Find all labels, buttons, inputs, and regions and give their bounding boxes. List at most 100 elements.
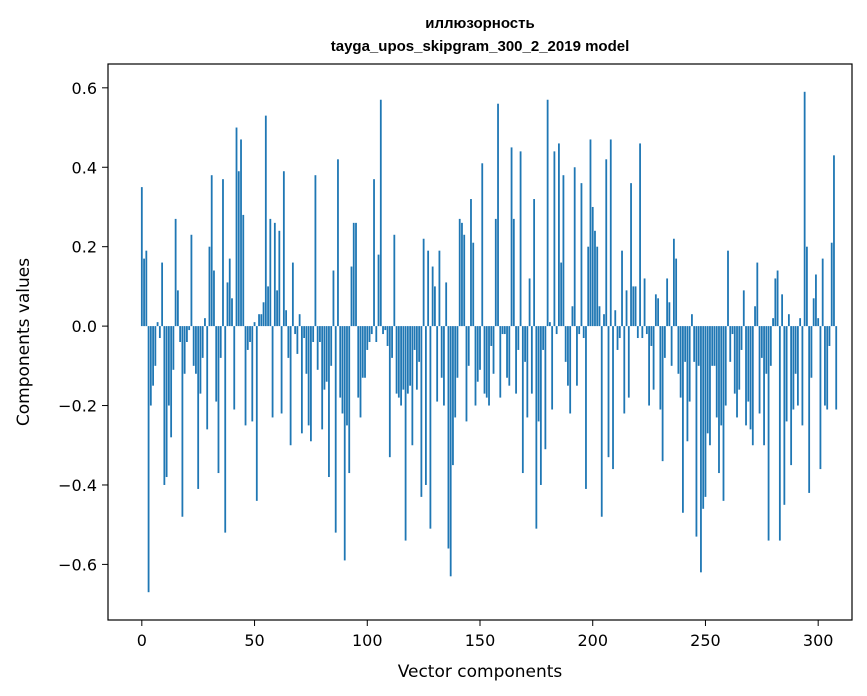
bar <box>458 218 461 327</box>
bar <box>544 326 547 450</box>
bar <box>799 318 802 327</box>
bar <box>476 326 479 382</box>
bar <box>181 326 184 517</box>
bar <box>434 286 436 327</box>
bar <box>255 326 258 501</box>
bar <box>781 294 784 327</box>
bar <box>558 143 560 327</box>
bar <box>418 326 421 362</box>
bar <box>785 326 788 422</box>
bar <box>199 326 202 394</box>
bar <box>386 326 389 346</box>
bar <box>657 298 660 327</box>
bar <box>167 326 170 406</box>
bar <box>684 326 687 362</box>
bar <box>650 326 653 346</box>
bar <box>411 326 414 446</box>
bar <box>499 326 502 398</box>
bar <box>305 326 308 374</box>
bar <box>321 326 324 430</box>
bar <box>508 326 511 386</box>
bar <box>240 139 242 327</box>
x-axis-label: Vector components <box>398 662 563 682</box>
bar <box>506 326 508 378</box>
bar <box>188 326 191 331</box>
bar <box>510 147 513 327</box>
bar <box>296 326 299 354</box>
bar <box>663 326 666 358</box>
bar <box>603 314 605 327</box>
y-tick-label: 0.4 <box>72 158 97 177</box>
bar <box>233 326 236 410</box>
bar <box>738 326 741 390</box>
bar <box>436 326 439 402</box>
bar <box>691 314 693 327</box>
bar <box>156 322 159 327</box>
bar <box>258 314 260 327</box>
bar <box>625 290 628 327</box>
bar <box>636 326 639 339</box>
bar <box>810 326 813 378</box>
bar <box>470 199 472 327</box>
bar <box>828 326 831 346</box>
bar <box>217 326 220 474</box>
bar <box>729 326 732 362</box>
bar <box>481 163 484 327</box>
bar <box>618 326 621 339</box>
bar <box>370 326 373 335</box>
bar <box>472 242 475 327</box>
bar <box>539 326 542 485</box>
bar <box>424 326 427 485</box>
bar <box>621 250 623 327</box>
bar <box>763 326 765 446</box>
bar <box>415 326 418 390</box>
bar <box>521 326 524 474</box>
bar <box>332 270 335 327</box>
bar <box>343 326 346 561</box>
bar <box>452 326 454 466</box>
bar <box>679 326 682 398</box>
bar <box>149 326 152 406</box>
bar <box>359 326 362 418</box>
bar <box>325 326 328 382</box>
bar <box>314 175 317 327</box>
x-tick-label: 300 <box>803 631 834 650</box>
bar <box>697 326 700 366</box>
bar <box>264 115 267 327</box>
bar <box>183 326 186 374</box>
bar <box>366 326 369 350</box>
bar <box>206 326 209 430</box>
bar <box>772 318 774 327</box>
bar <box>589 139 592 327</box>
bar <box>819 326 822 470</box>
bar <box>179 326 182 342</box>
bar <box>400 326 402 406</box>
x-tick-label: 150 <box>465 631 496 650</box>
bar <box>742 290 745 327</box>
bar <box>801 326 804 426</box>
bar <box>769 326 772 366</box>
bar <box>659 326 662 410</box>
bar <box>397 326 400 398</box>
bar <box>172 326 175 370</box>
bar <box>724 326 727 406</box>
bar <box>341 326 344 414</box>
bar <box>382 326 384 335</box>
bar <box>163 326 166 485</box>
bar <box>792 326 795 410</box>
bar <box>632 286 635 327</box>
bar <box>661 326 664 462</box>
bar <box>316 326 319 370</box>
x-tick-label: 0 <box>137 631 147 650</box>
bar <box>756 262 759 327</box>
bar <box>548 322 551 327</box>
bar <box>821 258 824 327</box>
bar <box>361 326 364 378</box>
bar <box>774 278 777 327</box>
bar <box>817 318 820 327</box>
y-tick-label: −0.6 <box>58 555 97 574</box>
bar <box>553 151 556 327</box>
bar <box>364 326 366 378</box>
bar <box>551 326 554 410</box>
bar <box>445 282 448 327</box>
